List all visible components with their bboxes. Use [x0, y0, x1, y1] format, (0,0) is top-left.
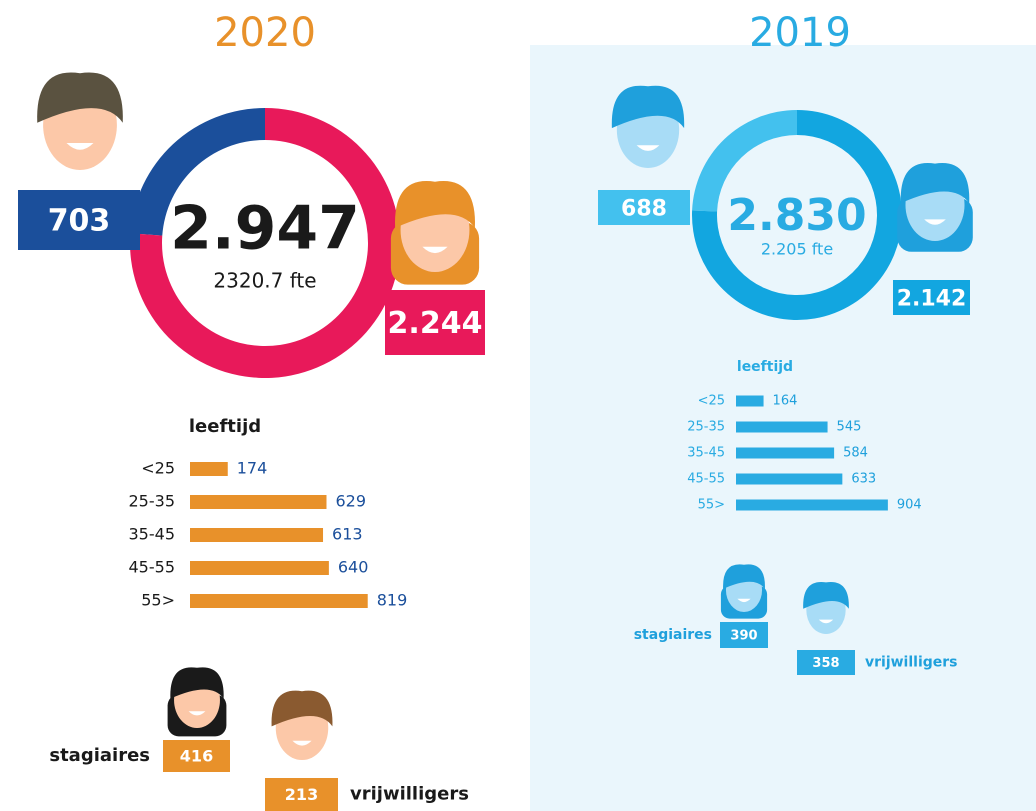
smile — [292, 740, 312, 746]
smile — [924, 219, 946, 225]
age-bar — [190, 528, 324, 542]
count-label: 213 — [285, 785, 318, 804]
age-value: 584 — [843, 446, 868, 461]
age-label: 55> — [141, 591, 175, 610]
age-title: leeftijd — [189, 416, 261, 437]
year: 2019 — [749, 10, 851, 56]
fte: 2320.7 fte — [213, 269, 316, 293]
age-value: 904 — [897, 498, 922, 513]
donut-men — [692, 110, 797, 212]
hair — [900, 163, 970, 204]
shirt — [385, 290, 485, 355]
age-label: 55> — [698, 498, 725, 513]
age-title: leeftijd — [737, 359, 793, 375]
age-label: <25 — [141, 459, 175, 478]
age-label: <25 — [698, 394, 725, 409]
shirt — [598, 190, 690, 225]
smile — [636, 145, 660, 151]
age-value: 613 — [332, 525, 363, 544]
hair — [395, 181, 475, 228]
age-value: 545 — [837, 420, 862, 435]
age-label: 35-45 — [129, 525, 176, 544]
smile — [188, 711, 206, 716]
hair — [611, 85, 685, 129]
group-name: vrijwilligers — [350, 784, 469, 805]
age-value: 174 — [237, 459, 268, 478]
age-value: 640 — [338, 558, 369, 577]
age-value: 633 — [851, 472, 876, 487]
hair — [37, 72, 123, 123]
shirt — [163, 740, 230, 772]
age-bar — [736, 499, 888, 511]
age-label: 25-35 — [687, 420, 725, 435]
count-label: 688 — [621, 197, 667, 222]
group-name: stagiaires — [49, 745, 150, 766]
total: 2.947 — [170, 194, 360, 264]
age-bar — [190, 462, 228, 476]
group-name: vrijwilligers — [865, 655, 958, 671]
age-bar — [190, 495, 327, 509]
count-label: 2.142 — [897, 287, 967, 312]
age-label: 35-45 — [687, 446, 725, 461]
age-label: 45-55 — [687, 472, 725, 487]
age-bar — [736, 473, 843, 485]
smile — [818, 619, 834, 624]
shirt — [797, 650, 855, 675]
age-bar — [190, 594, 368, 608]
age-bar — [190, 561, 329, 575]
shirt — [18, 190, 140, 250]
age-value: 164 — [773, 394, 798, 409]
hair — [723, 564, 765, 589]
smile — [422, 246, 448, 254]
age-bar — [736, 447, 835, 459]
count-label: 390 — [730, 629, 757, 644]
hair — [803, 582, 849, 609]
age-label: 25-35 — [129, 492, 176, 511]
count-label: 703 — [48, 204, 111, 239]
age-bar — [736, 421, 828, 433]
donut-men — [130, 108, 265, 236]
fte: 2.205 fte — [761, 240, 833, 259]
shirt — [893, 280, 970, 315]
hair — [271, 690, 333, 727]
group-name: stagiaires — [634, 627, 712, 643]
count-label: 2.244 — [388, 306, 483, 341]
hair — [170, 667, 224, 699]
smile — [737, 598, 751, 603]
count-label: 358 — [812, 656, 839, 671]
shirt — [720, 622, 768, 648]
age-label: 45-55 — [129, 558, 176, 577]
smile — [66, 143, 94, 150]
count-label: 416 — [180, 747, 213, 766]
shirt — [265, 778, 338, 811]
age-value: 629 — [335, 492, 366, 511]
year: 2020 — [214, 10, 316, 56]
age-bar — [736, 395, 764, 407]
total: 2.830 — [727, 190, 866, 241]
age-value: 819 — [377, 591, 408, 610]
